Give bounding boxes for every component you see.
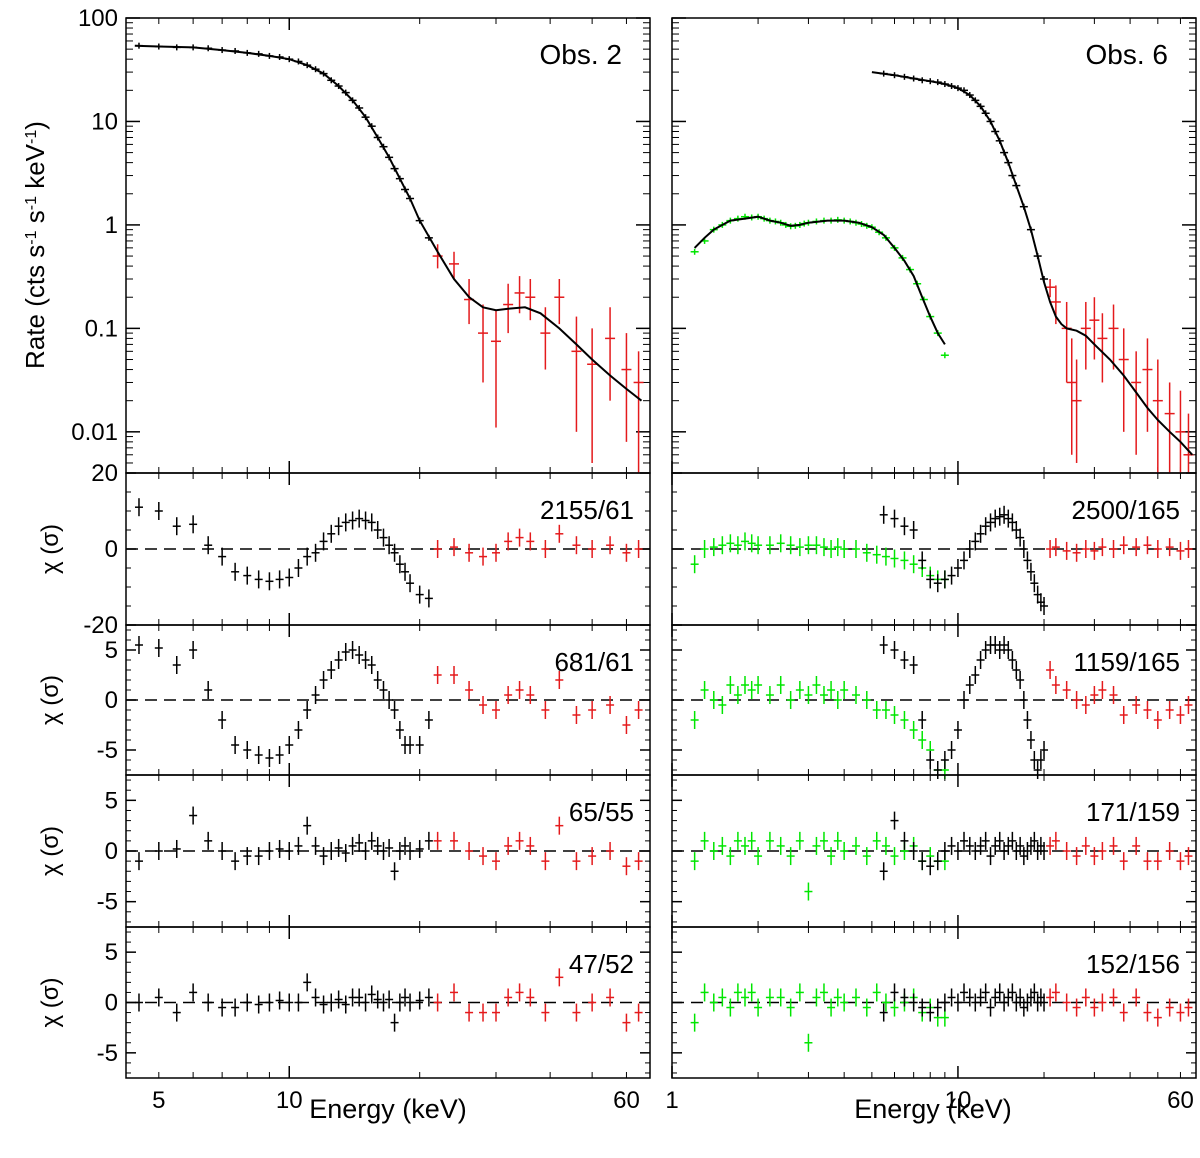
x-tick-label: 60 xyxy=(1167,1087,1194,1114)
xlabel-left: Energy (keV) xyxy=(309,1094,467,1124)
model-curve-hard xyxy=(871,71,1194,456)
spectrum-panel: Obs. 6 xyxy=(671,17,1197,474)
chi-square-label: 2155/61 xyxy=(540,495,634,525)
x-tick-label: 10 xyxy=(276,1087,303,1114)
ylabel-residual: χ (σ) xyxy=(37,524,64,574)
y-tick-label: 1 xyxy=(105,212,118,239)
residual-panel-1: 20 0 -20 2155/61 χ (σ) xyxy=(37,460,651,639)
spectrum-panel: 100 10 1 0.1 0.01 Obs. 2 xyxy=(71,5,651,474)
panel-frame xyxy=(125,17,651,474)
y-tick-label: 100 xyxy=(78,5,118,32)
y-tick-label: 0.01 xyxy=(71,419,118,446)
y-tick-label: 0 xyxy=(105,838,118,865)
x-tick-label: 10 xyxy=(945,1087,972,1114)
ylabel-residual: χ (σ) xyxy=(37,675,64,725)
y-tick-label: 0 xyxy=(105,687,118,714)
residual-panel-2: 1159/165 xyxy=(671,624,1197,779)
residual-panel-2: 5 0 -5 681/61 χ (σ) xyxy=(37,624,651,776)
chi-square-label: 171/159 xyxy=(1086,797,1180,827)
x-tick-label: 1 xyxy=(665,1087,678,1114)
y-tick-label: -5 xyxy=(97,737,118,764)
y-tick-label: 0 xyxy=(105,990,118,1017)
chi-square-label: 152/156 xyxy=(1086,949,1180,979)
model-curve xyxy=(134,44,643,402)
ylabel-residual: χ (σ) xyxy=(37,977,64,1027)
residual-panel-3: 5 0 -5 65/55 χ (σ) xyxy=(37,774,651,928)
observation-name: Obs. 6 xyxy=(1086,39,1168,70)
xlabel-right: Energy (keV) xyxy=(854,1094,1012,1124)
y-tick-label: 5 xyxy=(105,787,118,814)
x-tick-label: 5 xyxy=(152,1087,165,1114)
ylabel-spectrum: Rate (cts s-1 s-1 keV-1) xyxy=(20,121,50,369)
residual-panel-1: 2500/165 xyxy=(671,472,1197,626)
y-tick-label: -5 xyxy=(97,1040,118,1067)
chi-square-label: 47/52 xyxy=(569,949,634,979)
chi-square-label: 681/61 xyxy=(554,647,634,677)
observation-name: Obs. 2 xyxy=(540,39,622,70)
residual-panel-4: 5 0 -5 47/52 χ (σ) xyxy=(37,926,651,1079)
y-tick-label: 5 xyxy=(105,637,118,664)
y-tick-label: 10 xyxy=(91,108,118,135)
panel-frame xyxy=(671,17,1197,474)
y-tick-label: -20 xyxy=(83,612,118,639)
y-tick-label: 0 xyxy=(105,536,118,563)
residual-panel-4: 152/156 xyxy=(671,926,1197,1079)
ylabel-residual: χ (σ) xyxy=(37,826,64,876)
y-tick-label: 20 xyxy=(91,460,118,487)
chi-square-label: 1159/165 xyxy=(1073,647,1180,677)
residual-panel-3: 171/159 xyxy=(671,774,1197,928)
model-curve-soft xyxy=(693,215,946,345)
x-tick-label: 60 xyxy=(613,1087,640,1114)
chi-square-label: 2500/165 xyxy=(1072,495,1180,525)
y-tick-label: 0.1 xyxy=(85,315,118,342)
y-tick-label: -5 xyxy=(97,889,118,916)
column-2: Obs. 6 2500/165 1159/165 171/159 152/156 1 10 6… xyxy=(665,17,1197,1114)
chi-square-label: 65/55 xyxy=(569,797,634,827)
y-tick-label: 5 xyxy=(105,939,118,966)
